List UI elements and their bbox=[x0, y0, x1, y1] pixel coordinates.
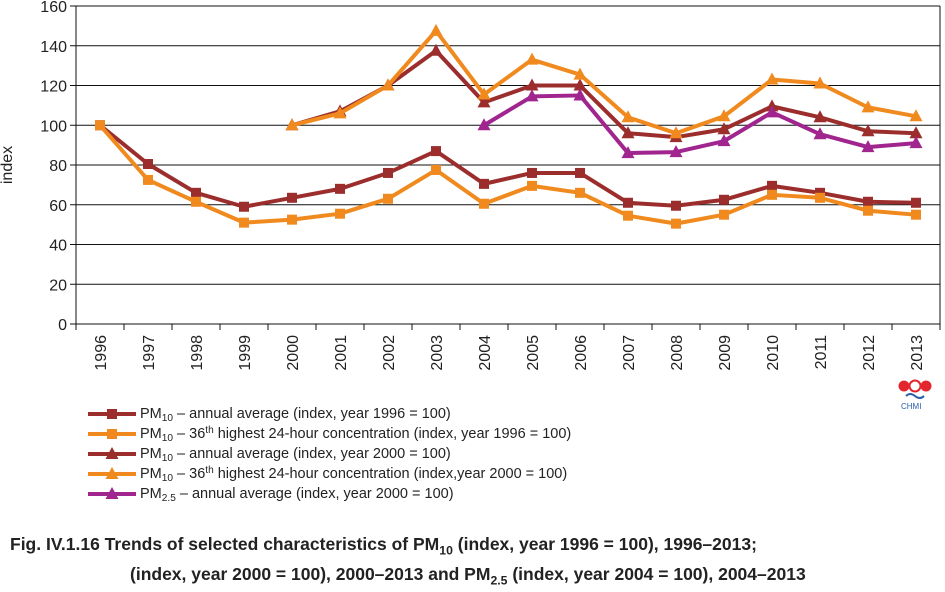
series-point-1 bbox=[623, 198, 633, 208]
legend-item: PM2.5 – annual average (index, year 2000… bbox=[88, 484, 571, 504]
series-point-1 bbox=[143, 159, 153, 169]
legend-item: PM10 – annual average (index, year 1996 … bbox=[88, 404, 571, 424]
series-point-1 bbox=[671, 201, 681, 211]
legend-label: PM10 – 36th highest 24-hour concentratio… bbox=[140, 465, 567, 484]
series-point-1 bbox=[191, 188, 201, 198]
legend-swatch bbox=[88, 447, 136, 461]
y-tick-label: 80 bbox=[49, 158, 67, 175]
x-tick-label: 2003 bbox=[429, 335, 446, 371]
y-tick-label: 0 bbox=[58, 317, 67, 334]
legend-swatch bbox=[88, 427, 136, 441]
legend-item: PM10 – 36th highest 24-hour concentratio… bbox=[88, 424, 571, 444]
x-tick-label: 2000 bbox=[285, 335, 302, 371]
series-point-2 bbox=[575, 188, 585, 198]
chart: 0 20 40 60 80 100 120 140 160 1996 1997 1998 1999 200… bbox=[0, 0, 945, 400]
series-point-2 bbox=[431, 165, 441, 175]
series-point-2 bbox=[671, 219, 681, 229]
figure-caption: Fig. IV.1.16 Trends of selected characte… bbox=[10, 533, 806, 592]
legend-swatch bbox=[88, 487, 136, 501]
x-tick-label: 2002 bbox=[381, 335, 398, 371]
y-tick-label: 20 bbox=[49, 277, 67, 294]
series-point-2 bbox=[383, 194, 393, 204]
legend-label: PM10 – 36th highest 24-hour concentratio… bbox=[140, 425, 571, 444]
series-point-1 bbox=[911, 198, 921, 208]
series-point-2 bbox=[911, 210, 921, 220]
caption-line-2: (index, year 2000 = 100), 2000–2013 and … bbox=[10, 563, 806, 592]
legend-item: PM10 – annual average (index, year 2000 … bbox=[88, 444, 571, 464]
x-tick-label: 2001 bbox=[333, 335, 350, 371]
series-point-2 bbox=[815, 193, 825, 203]
y-tick-label: 120 bbox=[40, 79, 67, 96]
series-point-2 bbox=[479, 199, 489, 209]
legend-swatch bbox=[88, 407, 136, 421]
series-point-1 bbox=[287, 193, 297, 203]
x-tick-label: 2012 bbox=[861, 335, 878, 371]
series-line-2 bbox=[100, 125, 916, 223]
chmi-logo-text: CHMI bbox=[901, 402, 921, 411]
series-point-1 bbox=[335, 184, 345, 194]
x-tick-label: 2010 bbox=[765, 335, 782, 371]
series-point-2 bbox=[191, 197, 201, 207]
x-tick-label: 2006 bbox=[573, 335, 590, 371]
legend-item: PM10 – 36th highest 24-hour concentratio… bbox=[88, 464, 571, 484]
x-tick-label: 2004 bbox=[477, 335, 494, 371]
chmi-logo-icon bbox=[897, 378, 933, 402]
series-point-1 bbox=[431, 146, 441, 156]
y-tick-label: 40 bbox=[49, 238, 67, 255]
y-axis-label: index bbox=[0, 146, 16, 184]
series-point-1 bbox=[575, 168, 585, 178]
series-point-2 bbox=[623, 211, 633, 221]
legend-swatch bbox=[88, 467, 136, 481]
y-tick-label: 160 bbox=[40, 0, 67, 16]
x-tick-label: 1999 bbox=[237, 335, 254, 371]
series-point-1 bbox=[527, 168, 537, 178]
legend: PM10 – annual average (index, year 1996 … bbox=[88, 404, 571, 504]
y-tick-label: 60 bbox=[49, 198, 67, 215]
legend-label: PM10 – annual average (index, year 2000 … bbox=[140, 445, 451, 464]
series-point-1 bbox=[719, 195, 729, 205]
series-point-2 bbox=[527, 181, 537, 191]
series-point-2 bbox=[863, 206, 873, 216]
x-tick-label: 2009 bbox=[717, 335, 734, 371]
x-tick-label: 2007 bbox=[621, 335, 638, 371]
series-point-2 bbox=[719, 210, 729, 220]
series-point-2 bbox=[239, 218, 249, 228]
series-point-2 bbox=[767, 190, 777, 200]
x-tick-label: 2013 bbox=[909, 335, 926, 371]
series-point-2 bbox=[287, 215, 297, 225]
x-tick-label: 2008 bbox=[669, 335, 686, 371]
x-tick-label: 2011 bbox=[813, 335, 830, 370]
y-tick-label: 100 bbox=[40, 118, 67, 135]
x-tick-label: 1996 bbox=[93, 335, 110, 371]
x-tick-label: 1997 bbox=[141, 335, 158, 371]
caption-line-1: Fig. IV.1.16 Trends of selected characte… bbox=[10, 533, 806, 563]
x-tick-label: 1998 bbox=[189, 335, 206, 371]
legend-label: PM10 – annual average (index, year 1996 … bbox=[140, 405, 451, 424]
series-point-2 bbox=[95, 120, 105, 130]
series-point-2 bbox=[143, 175, 153, 185]
series-point-1 bbox=[239, 202, 249, 212]
series-point-1 bbox=[863, 197, 873, 207]
series-point-1 bbox=[479, 179, 489, 189]
series-point-4 bbox=[430, 24, 443, 36]
series-point-1 bbox=[767, 181, 777, 191]
series-point-4 bbox=[526, 53, 539, 65]
x-tick-label: 2005 bbox=[525, 335, 542, 371]
y-tick-label: 140 bbox=[40, 39, 67, 56]
series-point-2 bbox=[335, 209, 345, 219]
series-point-1 bbox=[383, 168, 393, 178]
legend-label: PM2.5 – annual average (index, year 2000… bbox=[140, 485, 454, 504]
